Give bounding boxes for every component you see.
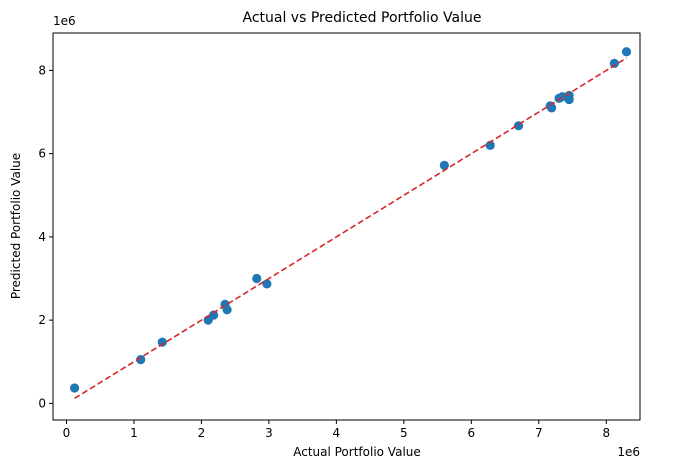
y-offset-label: 1e6 bbox=[53, 14, 76, 28]
x-axis-label: Actual Portfolio Value bbox=[293, 445, 421, 459]
x-tick-label: 1 bbox=[130, 426, 138, 440]
x-tick-label: 7 bbox=[535, 426, 543, 440]
x-tick-label: 3 bbox=[265, 426, 273, 440]
x-tick-label: 4 bbox=[333, 426, 341, 440]
plot-frame bbox=[52, 32, 641, 421]
data-point bbox=[136, 355, 146, 365]
y-axis: 0 2 4 6 8 bbox=[38, 63, 53, 410]
chart-title: Actual vs Predicted Portfolio Value bbox=[243, 10, 482, 26]
x-tick-label: 8 bbox=[602, 426, 610, 440]
data-point bbox=[485, 140, 495, 150]
x-offset-label: 1e6 bbox=[617, 445, 640, 459]
x-tick-label: 5 bbox=[400, 426, 408, 440]
y-tick-label: 2 bbox=[38, 313, 46, 327]
x-tick-label: 2 bbox=[198, 426, 206, 440]
reference-line bbox=[74, 57, 627, 400]
data-point bbox=[157, 337, 167, 347]
data-point bbox=[621, 47, 632, 57]
y-axis-label: Predicted Portfolio Value bbox=[9, 153, 23, 299]
x-tick-label: 6 bbox=[468, 426, 476, 440]
data-point bbox=[439, 160, 449, 170]
x-axis: 0 1 2 3 4 5 6 7 8 bbox=[63, 420, 610, 440]
data-point bbox=[252, 273, 262, 284]
x-tick-label: 0 bbox=[63, 426, 71, 440]
data-point bbox=[547, 103, 557, 113]
data-point bbox=[609, 58, 619, 68]
data-point bbox=[208, 310, 219, 320]
data-point bbox=[222, 305, 232, 315]
y-tick-label: 6 bbox=[38, 147, 46, 161]
data-point bbox=[69, 383, 80, 393]
y-tick-label: 4 bbox=[38, 230, 46, 244]
plot-area bbox=[69, 47, 632, 400]
y-tick-label: 0 bbox=[38, 396, 46, 410]
data-point bbox=[564, 90, 574, 101]
data-point bbox=[262, 279, 272, 289]
y-tick-label: 8 bbox=[38, 63, 46, 77]
